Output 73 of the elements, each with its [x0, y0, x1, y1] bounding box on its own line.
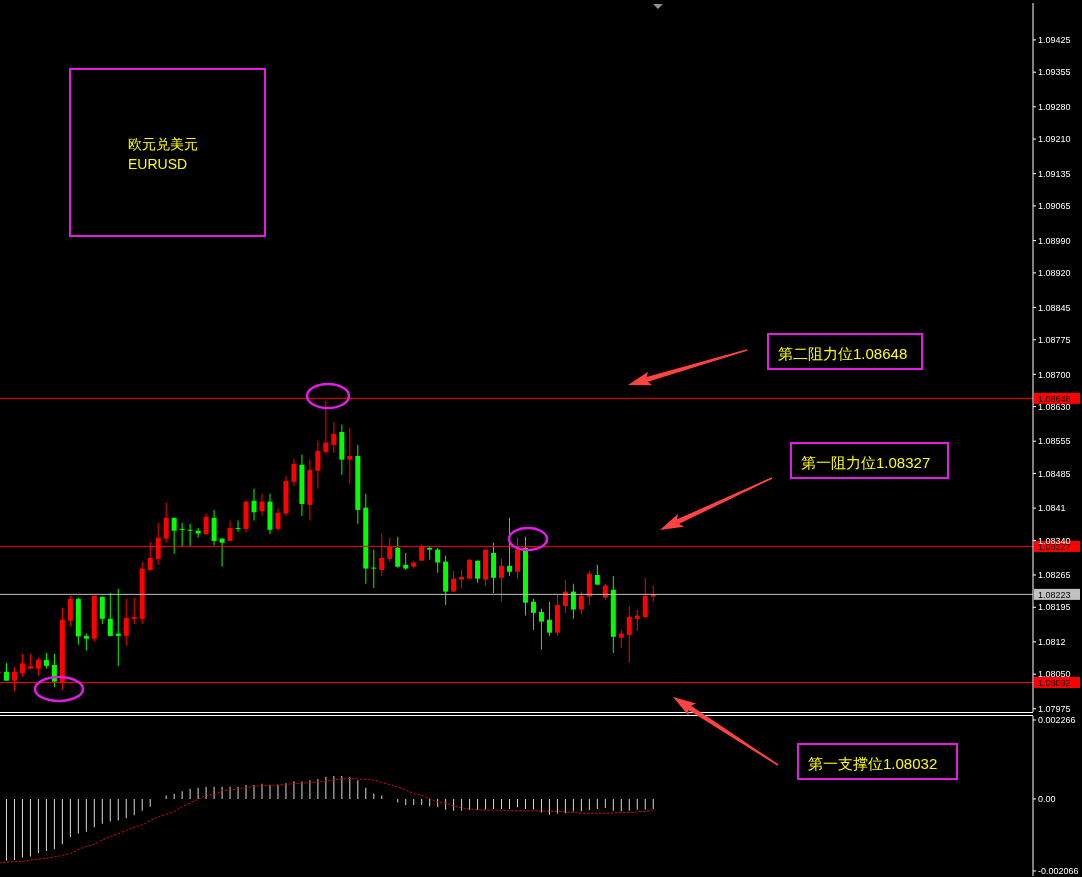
- candlestick: [395, 536, 401, 569]
- y-tick-label: 1.08630: [1038, 401, 1071, 412]
- y-tick-label: 1.08920: [1038, 268, 1071, 279]
- y-tick-label: 1.09135: [1038, 168, 1071, 179]
- y-tick-label: 1.08050: [1038, 669, 1071, 680]
- y-tick-label: 0.00: [1038, 794, 1056, 805]
- y-tick-label: 1.08555: [1038, 436, 1071, 447]
- candlestick: [546, 601, 552, 637]
- ref-line-label: 1.08032: [1038, 677, 1071, 688]
- y-tick-label: 1.09280: [1038, 101, 1071, 112]
- candlestick: [578, 591, 584, 616]
- candlestick: [235, 520, 241, 533]
- candlestick: [107, 592, 113, 637]
- candlestick: [642, 577, 648, 620]
- y-tick-label: 1.09210: [1038, 134, 1071, 145]
- candlestick: [227, 520, 233, 542]
- candlestick: [219, 538, 225, 568]
- y-tick-label: 1.09065: [1038, 201, 1071, 212]
- candlestick: [259, 493, 265, 517]
- y-tick-label: 1.09355: [1038, 67, 1071, 78]
- y-tick-label: 1.08265: [1038, 570, 1071, 581]
- candlestick: [347, 427, 353, 485]
- candlestick: [211, 509, 217, 546]
- candlestick: [331, 421, 337, 454]
- candlestick: [594, 564, 600, 586]
- candlestick: [562, 579, 568, 614]
- ref-line-label: 1.08223: [1038, 589, 1071, 600]
- annotation: 第二阻力位1.08648: [767, 333, 923, 370]
- candlestick: [67, 595, 73, 628]
- candlestick: [19, 653, 25, 677]
- y-tick-label: 0.002266: [1038, 715, 1076, 726]
- candlestick: [131, 597, 137, 625]
- candlestick: [570, 583, 576, 620]
- candlestick: [275, 508, 281, 532]
- candlestick: [251, 488, 257, 522]
- y-tick-label: 1.09425: [1038, 35, 1071, 46]
- line-series: [0, 777, 655, 864]
- candlestick: [163, 502, 169, 544]
- candlestick: [315, 440, 321, 490]
- y-tick-label: 1.08845: [1038, 302, 1071, 313]
- candlestick: [435, 547, 441, 574]
- candlestick: [99, 596, 105, 625]
- candlestick: [626, 605, 632, 664]
- text: 欧元兑美元: [128, 135, 198, 154]
- y-tick-label: -0.002066: [1038, 866, 1079, 877]
- candlestick: [187, 523, 193, 547]
- candlestick: [371, 549, 377, 589]
- y-tick-label: 1.08485: [1038, 468, 1071, 479]
- text: EURUSD: [128, 155, 189, 174]
- y-tick-label: 1.0812: [1038, 637, 1066, 648]
- candlestick: [179, 522, 185, 548]
- y-tick-label: 1.0841: [1038, 503, 1066, 514]
- candlestick: [203, 513, 209, 536]
- ref-line-label: 1.08648: [1038, 393, 1071, 404]
- y-tick-label: 1.08990: [1038, 235, 1071, 246]
- y-tick-label: 1.07975: [1038, 703, 1071, 714]
- candlestick: [507, 517, 513, 577]
- y-tick-label: 1.08700: [1038, 369, 1071, 380]
- candlestick: [323, 400, 329, 456]
- candlestick: [586, 570, 592, 606]
- candlestick: [171, 517, 177, 555]
- candlestick: [123, 598, 129, 647]
- candlestick: [530, 598, 536, 631]
- y-tick-label: 1.08195: [1038, 602, 1071, 613]
- annotation: 第一支撑位1.08032: [797, 743, 958, 780]
- candlestick: [499, 558, 505, 603]
- candlestick: [634, 609, 640, 632]
- candlestick: [467, 558, 473, 580]
- candlestick: [538, 608, 544, 651]
- candlestick: [291, 458, 297, 487]
- annotation: 第一阻力位1.08327: [790, 442, 949, 479]
- candlestick: [451, 570, 457, 593]
- y-tick-label: 1.08775: [1038, 334, 1071, 345]
